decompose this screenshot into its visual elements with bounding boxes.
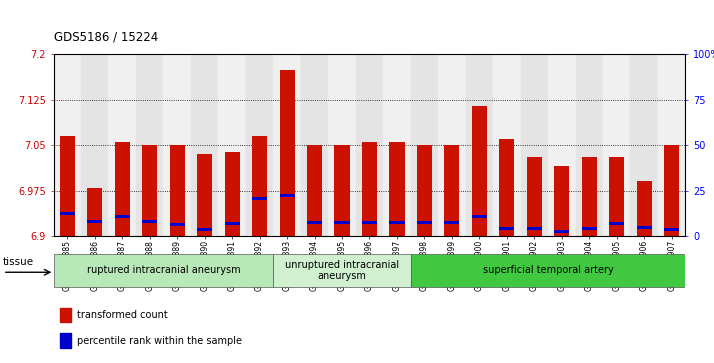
Text: GDS5186 / 15224: GDS5186 / 15224: [54, 30, 158, 44]
Bar: [362, 221, 377, 224]
Bar: [334, 145, 350, 236]
Text: percentile rank within the sample: percentile rank within the sample: [77, 336, 243, 346]
Bar: [417, 221, 432, 224]
Bar: [466, 54, 493, 236]
Bar: [444, 221, 460, 224]
Bar: [444, 145, 460, 236]
Bar: [493, 54, 521, 236]
Bar: [499, 227, 514, 230]
Bar: [521, 54, 548, 236]
Bar: [664, 145, 679, 236]
Bar: [411, 254, 685, 287]
Text: transformed count: transformed count: [77, 310, 169, 320]
Bar: [527, 227, 542, 230]
Bar: [273, 54, 301, 236]
Bar: [197, 228, 212, 231]
Bar: [630, 54, 658, 236]
Bar: [109, 54, 136, 236]
Bar: [609, 157, 624, 236]
Bar: [136, 54, 164, 236]
Bar: [527, 157, 542, 236]
Bar: [115, 142, 130, 236]
Bar: [218, 54, 246, 236]
Bar: [170, 223, 185, 226]
Text: tissue: tissue: [3, 257, 34, 268]
Bar: [411, 54, 438, 236]
Bar: [301, 54, 328, 236]
Text: ruptured intracranial aneurysm: ruptured intracranial aneurysm: [86, 265, 240, 276]
Bar: [609, 222, 624, 225]
Bar: [356, 54, 383, 236]
Bar: [307, 145, 322, 236]
Bar: [499, 139, 514, 236]
Bar: [389, 221, 405, 224]
Bar: [252, 197, 267, 200]
Bar: [307, 221, 322, 224]
Text: superficial temporal artery: superficial temporal artery: [483, 265, 613, 276]
Bar: [246, 54, 273, 236]
Bar: [328, 54, 356, 236]
Bar: [81, 54, 109, 236]
Bar: [664, 228, 679, 231]
Bar: [273, 254, 411, 287]
Bar: [548, 54, 575, 236]
Bar: [87, 220, 102, 223]
Bar: [225, 152, 240, 236]
Bar: [252, 136, 267, 236]
Bar: [142, 145, 157, 236]
Bar: [658, 54, 685, 236]
Bar: [575, 54, 603, 236]
Bar: [60, 334, 71, 348]
Bar: [582, 157, 597, 236]
Bar: [54, 54, 81, 236]
Bar: [115, 215, 130, 218]
Bar: [389, 142, 405, 236]
Bar: [142, 220, 157, 223]
Bar: [472, 106, 487, 236]
Bar: [279, 194, 295, 197]
Bar: [603, 54, 630, 236]
Bar: [383, 54, 411, 236]
Bar: [60, 212, 75, 215]
Bar: [197, 154, 212, 236]
Bar: [554, 230, 569, 233]
Bar: [225, 222, 240, 225]
Bar: [87, 188, 102, 236]
Bar: [164, 54, 191, 236]
Bar: [637, 182, 652, 236]
Bar: [472, 215, 487, 218]
Text: unruptured intracranial
aneurysm: unruptured intracranial aneurysm: [285, 260, 399, 281]
Bar: [170, 145, 185, 236]
Bar: [60, 136, 75, 236]
Bar: [554, 166, 569, 236]
Bar: [334, 221, 350, 224]
Bar: [60, 307, 71, 322]
Bar: [582, 227, 597, 230]
Bar: [191, 54, 218, 236]
Bar: [417, 145, 432, 236]
Bar: [362, 142, 377, 236]
Bar: [438, 54, 466, 236]
Bar: [279, 70, 295, 236]
Bar: [637, 226, 652, 229]
Bar: [54, 254, 273, 287]
